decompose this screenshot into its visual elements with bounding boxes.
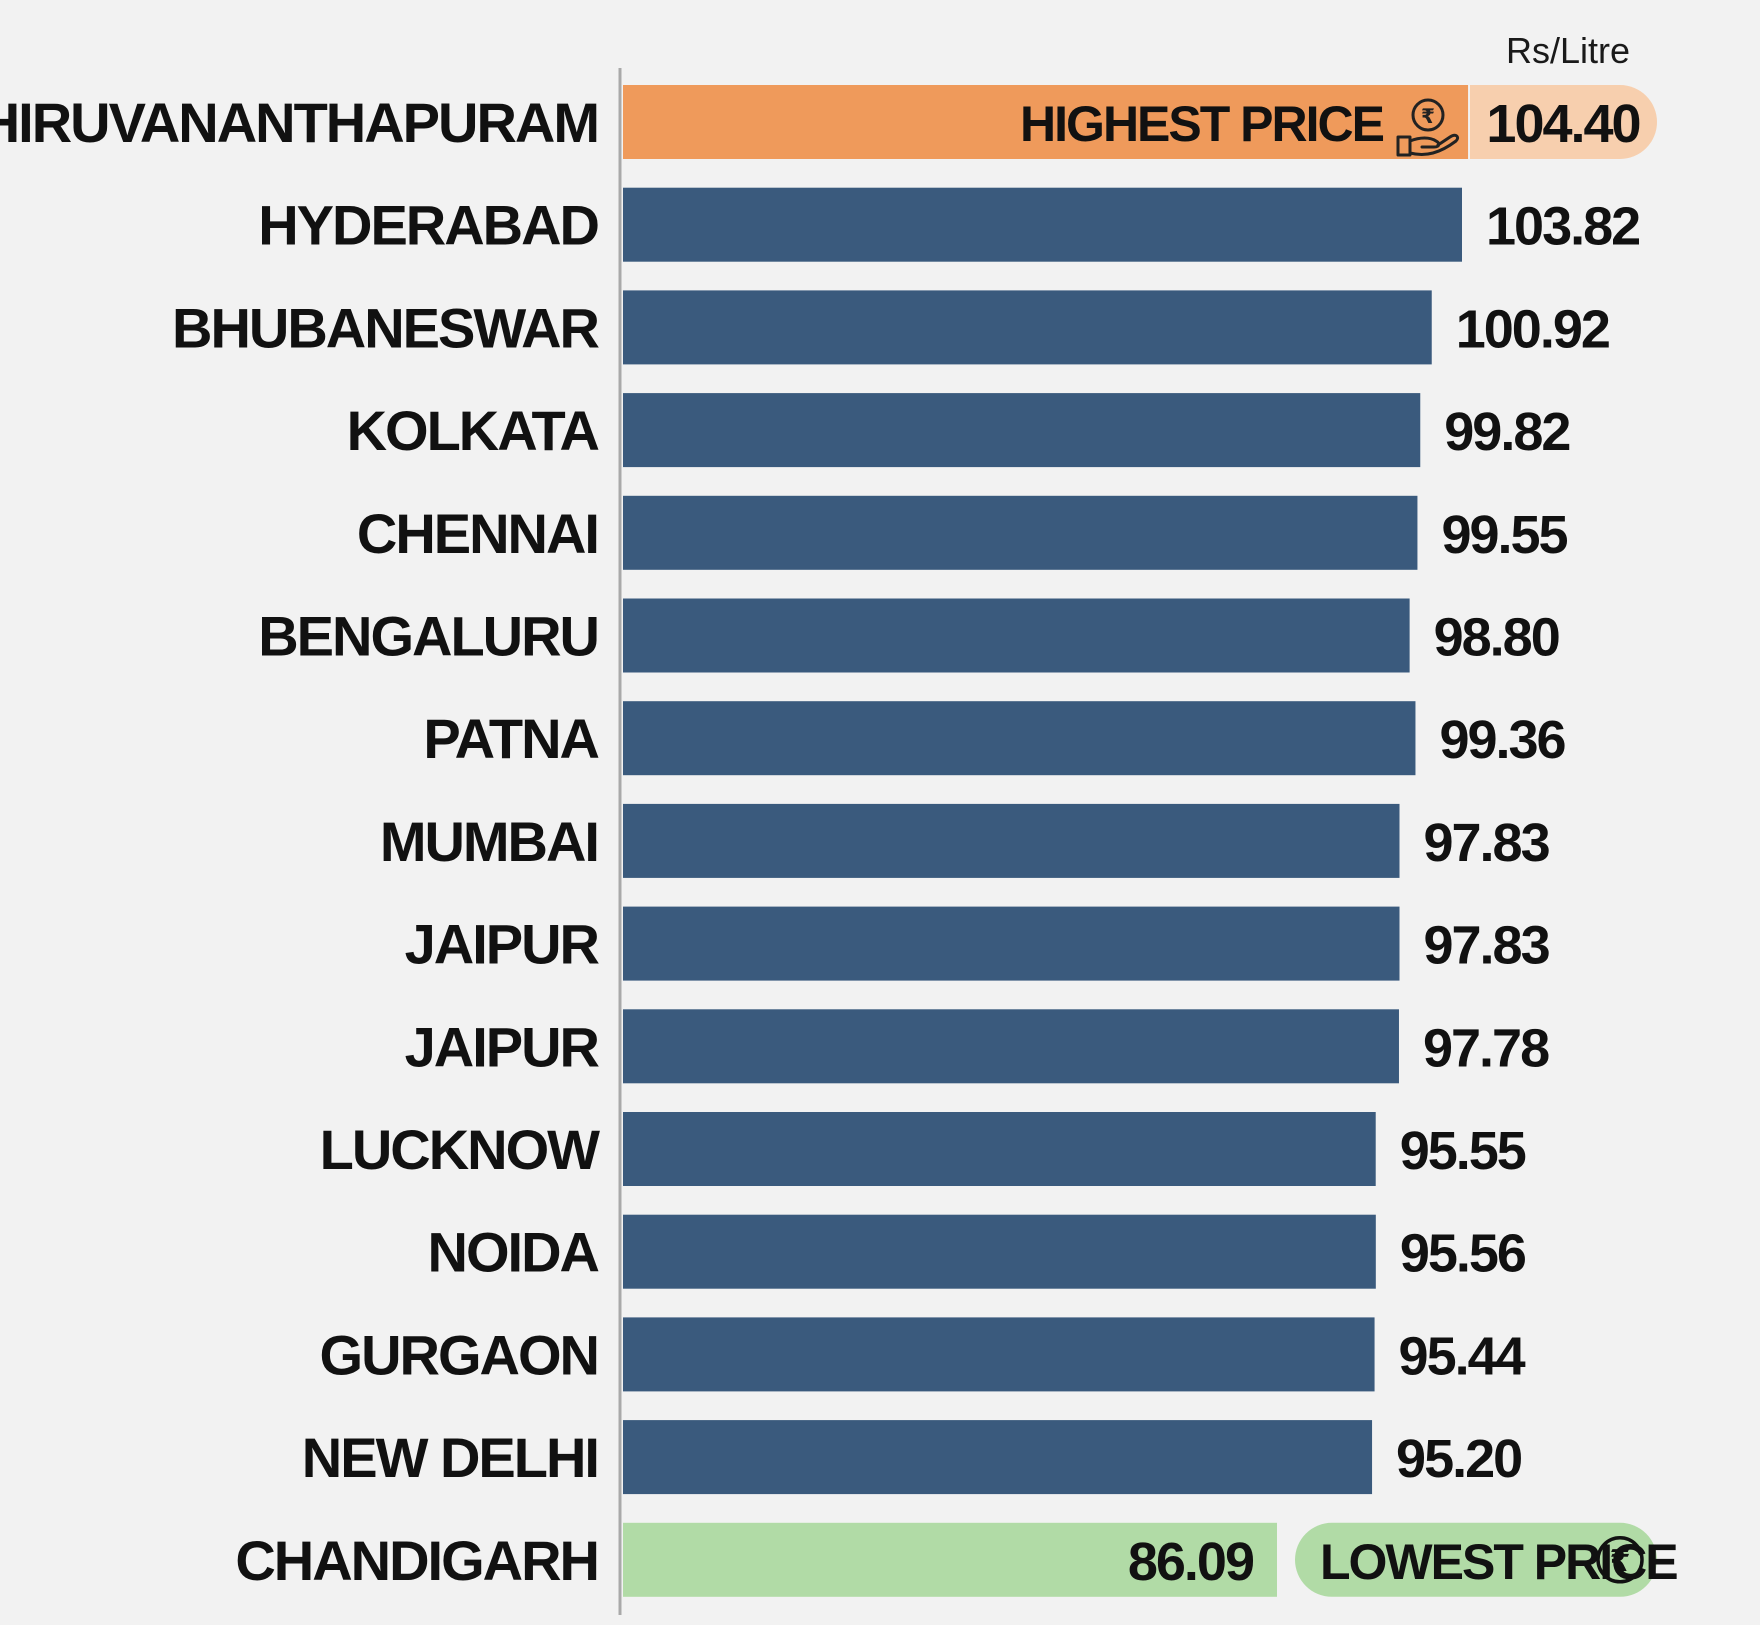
category-label: BHUBANESWAR bbox=[172, 296, 600, 359]
category-label: JAIPUR bbox=[405, 913, 600, 976]
hand-with-rupee-coin-icon: ₹ bbox=[1396, 98, 1460, 157]
bar-highest bbox=[623, 85, 1469, 159]
category-label: NEW DELHI bbox=[302, 1426, 598, 1489]
bar bbox=[623, 906, 1400, 981]
bar-lowest bbox=[623, 1522, 1277, 1597]
bar bbox=[623, 290, 1432, 365]
value-label: 95.56 bbox=[1400, 1224, 1526, 1284]
value-label: 104.40 bbox=[1486, 94, 1639, 154]
highest-price-tag: HIGHEST PRICE bbox=[1020, 96, 1384, 152]
bar bbox=[623, 1112, 1376, 1186]
bar bbox=[623, 1317, 1375, 1392]
bar bbox=[623, 1009, 1399, 1084]
category-label: PATNA bbox=[423, 707, 598, 770]
bar bbox=[623, 393, 1421, 468]
category-label: THIRUVANANTHAPURAM bbox=[0, 91, 598, 154]
lowest-tag-pill bbox=[1295, 1522, 1657, 1597]
value-label: 95.55 bbox=[1400, 1121, 1526, 1181]
category-label: GURGAON bbox=[320, 1323, 598, 1386]
value-label: 86.09 bbox=[1128, 1532, 1254, 1592]
bar bbox=[623, 701, 1416, 776]
category-label: HYDERABAD bbox=[258, 194, 598, 257]
bar bbox=[623, 495, 1418, 570]
category-label: BENGALURU bbox=[258, 605, 598, 668]
rupee-coin-icon: ₹ bbox=[1596, 1536, 1644, 1584]
bar bbox=[623, 803, 1400, 878]
category-label: NOIDA bbox=[428, 1221, 599, 1284]
value-label: 97.83 bbox=[1423, 916, 1549, 976]
unit-label: Rs/Litre bbox=[1505, 30, 1630, 71]
category-label: MUMBAI bbox=[380, 810, 598, 873]
value-label: 98.80 bbox=[1434, 608, 1559, 668]
bar bbox=[623, 1214, 1376, 1289]
category-label: CHANDIGARH bbox=[235, 1529, 598, 1592]
value-label: 97.78 bbox=[1423, 1018, 1549, 1078]
svg-text:₹: ₹ bbox=[1421, 104, 1435, 128]
value-label: 97.83 bbox=[1423, 813, 1549, 873]
value-label: 95.44 bbox=[1399, 1326, 1526, 1386]
category-label: JAIPUR bbox=[405, 1015, 600, 1078]
bar bbox=[623, 1420, 1373, 1495]
value-label: 99.36 bbox=[1439, 710, 1565, 770]
highest-value-pill bbox=[1470, 85, 1657, 159]
value-label: 100.92 bbox=[1456, 299, 1609, 359]
svg-text:₹: ₹ bbox=[1610, 1544, 1631, 1579]
bar bbox=[623, 187, 1462, 262]
bar bbox=[623, 598, 1410, 673]
value-label: 99.82 bbox=[1444, 402, 1569, 462]
category-label: KOLKATA bbox=[347, 399, 599, 462]
value-label: 103.82 bbox=[1486, 197, 1639, 257]
value-label: 99.55 bbox=[1441, 505, 1567, 565]
category-label: CHENNAI bbox=[357, 502, 598, 565]
value-label: 95.20 bbox=[1396, 1429, 1521, 1489]
category-label: LUCKNOW bbox=[320, 1118, 601, 1181]
